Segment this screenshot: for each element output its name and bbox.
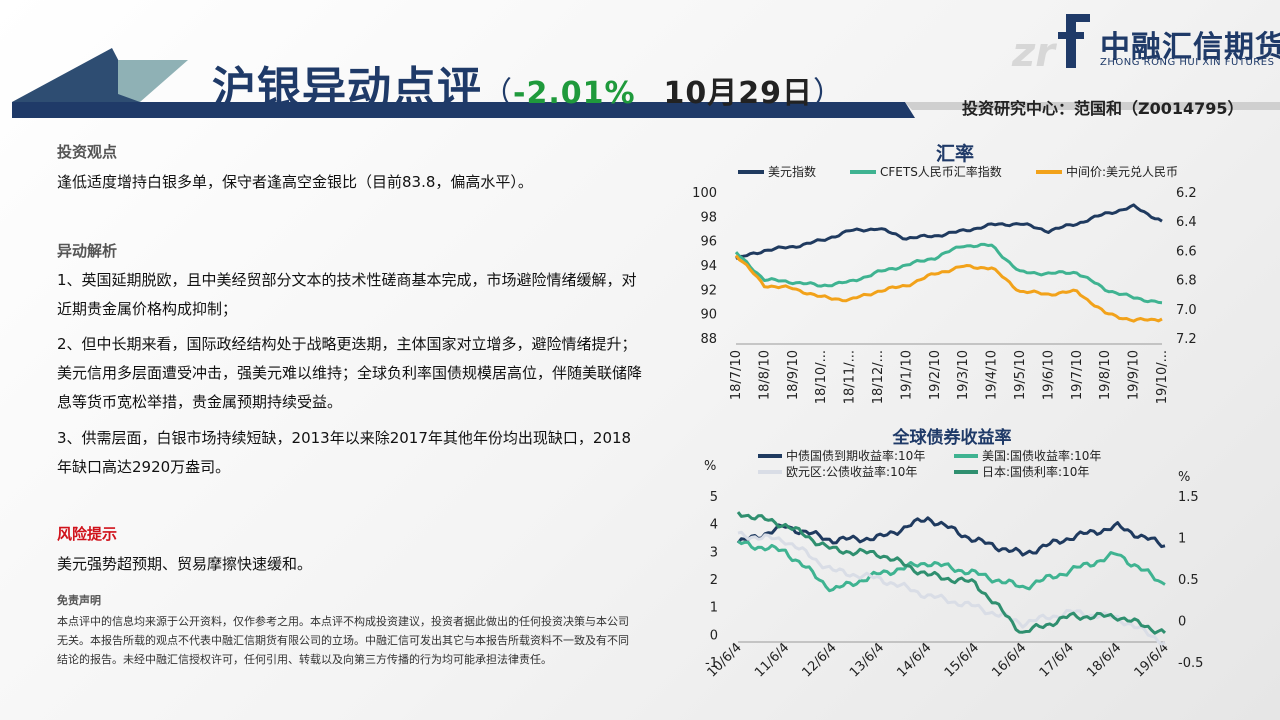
risk-text: 美元强势超预期、贸易摩擦快速缓和。 [57,555,313,573]
right-axis-tick: 1.5 [1178,490,1199,505]
legend-label: 美国:国债收益率:10年 [982,448,1101,463]
left-axis-tick: 92 [700,283,717,298]
legend-label: 美元指数 [768,164,816,179]
chart-title: 汇率 [936,142,974,165]
x-axis-tick: 19/9/10 [1127,350,1142,400]
left-axis-tick: 3 [710,545,718,560]
left-axis-tick: 4 [710,518,718,533]
right-axis-tick: 1 [1178,532,1186,547]
svg-text:zr: zr [1011,30,1057,76]
legend-label: 中债国债到期收益率:10年 [786,448,925,463]
right-axis-tick: -0.5 [1178,656,1203,671]
disclaimer-title: 免责声明 [57,594,101,607]
analysis-item-1: 1、英国延期脱欧，且中美经贸部分文本的技术性磋商基本完成，市场避险情绪缓解，对近… [57,271,637,318]
left-axis-tick: 98 [700,210,717,225]
right-axis-tick: 6.6 [1176,244,1197,259]
x-axis-tick: 19/8/10 [1098,350,1113,400]
company-logo-subtitle: ZHONG RONG HUI XIN FUTURES [1100,57,1275,68]
right-axis-unit: % [1178,470,1190,485]
x-axis-tick: 13/6/4 [847,640,887,680]
legend-label: 欧元区:公债收益率:10年 [786,464,917,479]
x-axis-tick: 18/6/4 [1084,640,1124,680]
left-axis-tick: 88 [700,332,717,347]
right-axis-tick: 0.5 [1178,573,1199,588]
series-line [735,203,1163,261]
title-paren-close: ） [813,76,845,111]
left-axis-tick: 96 [700,235,717,250]
header-triangle-light [118,60,188,102]
x-axis-tick: 17/6/4 [1037,640,1077,680]
x-axis-tick: 15/6/4 [942,640,982,680]
series-line [734,242,1163,305]
disclaimer-text: 本点评中的信息均来源于公开资料，仅作参考之用。本点评不构成投资建议，投资者据此做… [57,615,629,666]
x-axis-tick: 19/2/10 [928,350,943,400]
x-axis-tick: 18/11/... [843,350,858,404]
analysis-item-3: 3、供需层面，白银市场持续短缺，2013年以来除2017年其他年份均出现缺口，2… [57,429,632,476]
x-axis-tick: 19/7/10 [1070,350,1085,400]
header-divider-bar [12,102,915,118]
right-axis-tick: 0 [1178,615,1186,630]
header-band: zr [12,14,1280,118]
left-axis-tick: -1 [705,656,718,671]
series-line [734,254,1163,323]
left-axis-tick: 0 [710,628,718,643]
header-triangle-dark [12,48,140,102]
bond-yield-chart: 全球债券收益率 中债国债到期收益率:10年 美国:国债收益率:10年欧元区:公债收… [704,427,1203,680]
analysis-section-title: 异动解析 [57,242,118,260]
left-axis-tick: 2 [710,573,718,588]
title-paren-open: （ [482,76,513,111]
exchange-rate-chart: 汇率 美元指数 CFETS人民币汇率指数 中间价:美元兑人民币 100 98 96 94 9… [692,142,1197,404]
left-axis-tick: 90 [700,308,717,323]
header-divider-gray [905,102,1280,110]
title-main: 沪银异动点评 [212,63,482,114]
x-axis-tick: 18/9/10 [786,350,801,400]
x-axis-tick: 19/6/4 [1132,640,1172,680]
price-change-percent: -2.01% [513,76,636,111]
left-axis-tick: 5 [710,490,718,505]
series-line [737,540,1166,593]
left-axis-tick: 100 [692,186,717,201]
x-axis-tick: 11/6/4 [752,640,792,680]
left-axis-tick: 1 [710,601,718,616]
series-line [737,530,1166,646]
x-axis-tick: 18/10/... [814,350,829,404]
legend-label: 中间价:美元兑人民币 [1066,164,1178,179]
x-axis-tick: 19/6/10 [1041,350,1056,400]
x-axis-tick: 12/6/4 [800,640,840,680]
x-axis-tick: 19/1/10 [899,350,914,400]
series-line [736,516,1166,557]
x-axis-tick: 18/7/10 [729,350,744,400]
right-axis-tick: 6.4 [1176,215,1197,230]
company-logo-name: 中融汇信期货 [1100,30,1280,65]
right-axis-tick: 7.2 [1176,332,1197,347]
title-date: 10月29日 [663,76,814,111]
right-axis-tick: 7.0 [1176,303,1197,318]
x-axis-tick: 19/5/10 [1013,350,1028,400]
right-axis-tick: 6.8 [1176,274,1197,289]
legend-label: 日本:国债利率:10年 [982,464,1089,479]
x-axis-tick: 16/6/4 [989,640,1029,680]
x-axis-tick: 18/12/... [871,350,886,404]
right-axis-tick: 6.2 [1176,186,1197,201]
analysis-item-2: 2、但中长期来看，国际政经结构处于战略更迭期，主体国家对立增多，避险情绪提升；美… [57,335,643,411]
left-axis-tick: 94 [700,259,717,274]
risk-section-title: 风险提示 [57,525,118,543]
series-line [736,511,1167,635]
legend-label: CFETS人民币汇率指数 [880,164,1002,179]
researcher-credit: 投资研究中心：范国和（Z0014795） [962,99,1244,118]
x-axis-tick: 18/8/10 [757,350,772,400]
view-text: 逢低适度增持白银多单，保守者逢高空金银比（目前83.8，偏高水平）。 [57,173,533,191]
x-axis-tick: 19/4/10 [985,350,1000,400]
page-title: 沪银异动点评（-2.01% 10月29日） [212,52,844,116]
x-axis-tick: 19/10/... [1155,350,1170,404]
chart-legend: 美元指数 CFETS人民币汇率指数 中间价:美元兑人民币 [738,164,1178,179]
x-axis-tick: 19/3/10 [956,350,971,400]
left-axis-unit: % [704,459,716,474]
view-section-title: 投资观点 [57,143,118,161]
x-axis-tick: 14/6/4 [894,640,934,680]
logo-mark: zr [1011,14,1090,76]
chart-title: 全球债券收益率 [892,427,1012,448]
